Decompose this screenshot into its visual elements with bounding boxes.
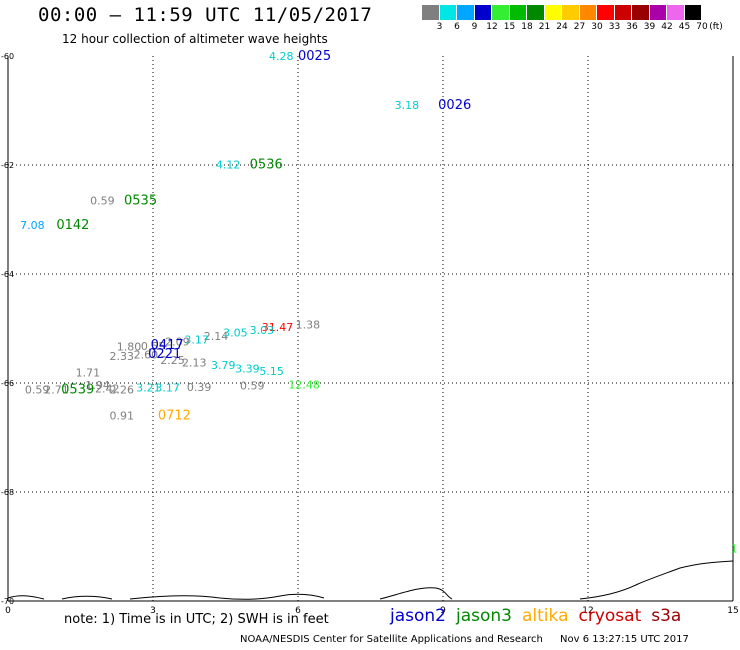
- wave-height-value: 1.94: [85, 379, 110, 392]
- colorbar-swatch: [457, 5, 475, 20]
- x-tick-label: 3: [150, 606, 156, 616]
- pass-time-label: 0535: [124, 193, 157, 208]
- colorbar-tick-label: 18: [521, 22, 533, 32]
- colorbar-tick-label: 15: [503, 22, 516, 32]
- colorbar-swatch: [422, 5, 440, 20]
- wave-height-value: 3.39: [235, 362, 260, 375]
- satellite-legend-cryosat: cryosat: [578, 606, 642, 626]
- map-title: 00:00 – 11:59 UTC 11/05/2017: [38, 4, 373, 26]
- footer-note: note: 1) Time is in UTC; 2) SWH is in fe…: [64, 612, 329, 627]
- wave-height-value: 2.13: [182, 356, 207, 369]
- wave-height-value: 0.59: [240, 380, 265, 393]
- satellite-legend-jason2: jason2: [390, 606, 446, 626]
- x-tick-label: 9: [440, 606, 446, 616]
- colorbar-swatch: [562, 5, 580, 20]
- colorbar-swatch: [509, 5, 527, 20]
- satellite-legend: jason2 jason3 altika cryosat s3a: [390, 606, 691, 626]
- x-tick-label: 6: [295, 606, 301, 616]
- wave-height-value: 1.71: [76, 367, 101, 380]
- generation-timestamp: Nov 6 13:27:15 UTC 2017: [560, 634, 689, 645]
- wave-height-value: 31.47: [262, 321, 294, 334]
- wave-height-value: 0.55: [141, 340, 166, 353]
- colorbar-tick-label: 6: [454, 22, 460, 32]
- wave-height-value: 5.15: [259, 365, 284, 378]
- wave-height-value: 3.18: [395, 99, 420, 112]
- pass-time-label: 0536: [250, 157, 283, 172]
- colorbar-tick-label: 33: [608, 22, 621, 32]
- wave-height-value: 2.14: [204, 330, 229, 343]
- colorbar-swatch: [614, 5, 632, 20]
- satellite-legend-s3a: s3a: [651, 606, 682, 626]
- x-tick-label: 0: [5, 606, 11, 616]
- colorbar-swatch: [579, 5, 597, 20]
- colorbar-swatch: [667, 5, 685, 20]
- colorbar-swatch: [474, 5, 492, 20]
- wave-height-value: 0.91: [110, 410, 135, 423]
- wave-height-value: 3.17: [155, 381, 180, 394]
- colorbar-tick-label: 42: [661, 22, 673, 32]
- wave-height-value: 3.79: [211, 359, 236, 372]
- colorbar-tick-label: 30: [591, 22, 603, 32]
- pass-time-label: 0025: [298, 49, 331, 64]
- wave-height-value: 0.59: [25, 384, 49, 397]
- colorbar-tick-label: 3: [436, 22, 443, 32]
- colorbar-tick-label: 21: [538, 22, 551, 32]
- y-tick-label: -70: [1, 597, 14, 606]
- wave-height-value: 0.59: [90, 194, 115, 207]
- coastline: [7, 560, 734, 600]
- colorbar-swatch: [684, 5, 702, 20]
- credit-text: NOAA/NESDIS Center for Satellite Applica…: [240, 634, 543, 645]
- wave-height-value: 2.09: [165, 336, 190, 349]
- colorbar-tick-label: 27: [573, 22, 586, 32]
- colorbar-tick-label: 9: [471, 22, 478, 32]
- wave-height-value: 3.03: [250, 324, 275, 337]
- colorbar-tick-label: 36: [626, 22, 638, 32]
- colorbar-swatch: [544, 5, 562, 20]
- pass-time-label: 0221: [148, 347, 181, 362]
- credit-line: NOAA/NESDIS Center for Satellite Applica…: [240, 634, 689, 645]
- wave-height-value: 1: [731, 543, 738, 556]
- colorbar-tick-label: 45: [678, 22, 691, 32]
- wave-height-value: 1.38: [296, 319, 321, 332]
- wave-height-value: 2.71: [44, 384, 69, 397]
- colorbar-tick-label: 24: [556, 22, 568, 32]
- pass-time-label: 0712: [158, 409, 191, 424]
- colorbar-swatch: [597, 5, 615, 20]
- colorbar-tick-label: 39: [643, 22, 656, 32]
- pass-time-label: 0417: [151, 338, 184, 353]
- map-subtitle: 12 hour collection of altimeter wave hei…: [62, 32, 328, 46]
- wave-height-value: 2.26: [110, 384, 135, 397]
- wave-height-value: 2.25: [160, 354, 185, 367]
- wave-height-value: 7.08: [20, 219, 45, 232]
- wave-height-value: 4.28: [269, 50, 294, 63]
- pass-time-label: 0539: [61, 383, 94, 398]
- wave-height-value: 3.17: [184, 333, 209, 346]
- colorbar-swatch: [649, 5, 667, 20]
- x-tick-label: 15: [727, 606, 738, 616]
- satellite-legend-jason3: jason3: [456, 606, 512, 626]
- colorbar-tick-label: 70: [696, 22, 708, 32]
- colorbar-swatch: [439, 5, 457, 20]
- colorbar-swatch: [632, 5, 650, 20]
- wave-height-value: 2.42: [95, 382, 120, 395]
- wave-height-value: 1.80: [117, 340, 142, 353]
- wave-height-value: 3.21: [136, 381, 161, 394]
- pass-time-label: 0142: [56, 218, 89, 233]
- colorbar-swatch: [492, 5, 510, 20]
- wave-height-value: 3.05: [223, 326, 248, 339]
- wave-height-value: 0.39: [187, 381, 212, 394]
- pass-time-label: 0026: [438, 98, 471, 113]
- colorbar-unit: (ft): [709, 22, 723, 32]
- x-tick-label: 12: [582, 606, 593, 616]
- wave-height-value: 2.60: [134, 349, 159, 362]
- wave-height-value: 4.12: [216, 158, 241, 171]
- wave-height-value: 12.48: [288, 379, 320, 392]
- satellite-legend-altika: altika: [522, 606, 569, 626]
- colorbar-swatch: [527, 5, 545, 20]
- wave-height-value: 2.33: [110, 350, 135, 363]
- colorbar-tick-label: 12: [486, 22, 498, 32]
